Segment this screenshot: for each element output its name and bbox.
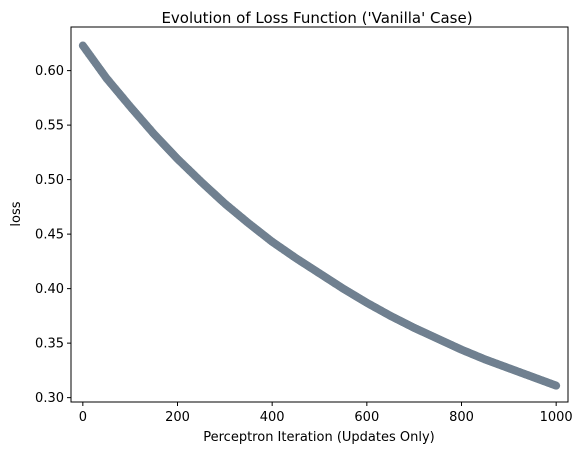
- axes-frame: [70, 26, 569, 403]
- x-axis-ticks: 0 200 400 600 800 1000: [79, 402, 573, 425]
- data-point: [552, 381, 561, 390]
- y-tick-label: 0.35: [35, 337, 64, 352]
- y-tick-label: 0.55: [35, 119, 64, 134]
- y-tick-label: 0.50: [35, 173, 64, 188]
- x-tick-label: 200: [165, 410, 190, 425]
- y-axis-ticks: 0.30 0.35 0.40 0.45 0.50 0.55 0.60: [35, 64, 71, 406]
- y-tick-label: 0.40: [35, 282, 64, 297]
- x-tick-label: 400: [260, 410, 285, 425]
- chart-title: Evolution of Loss Function ('Vanilla' Ca…: [161, 9, 472, 27]
- x-tick-label: 800: [449, 410, 474, 425]
- plot-area: 0 200 400 600 800 1000 0.300.350.400.450.500.…: [35, 26, 573, 425]
- x-axis-label: Perceptron Iteration (Updates Only): [203, 430, 435, 445]
- x-tick-label: 0: [79, 410, 87, 425]
- x-tick-label: 1000: [540, 410, 573, 425]
- y-axis-label: loss: [9, 201, 24, 226]
- y-tick-label: 0.45: [35, 228, 64, 243]
- y-tick-label: 0.30: [35, 391, 64, 406]
- data-points: [78, 41, 561, 390]
- y-tick-label: 0.60: [35, 64, 64, 79]
- x-tick-label: 600: [354, 410, 379, 425]
